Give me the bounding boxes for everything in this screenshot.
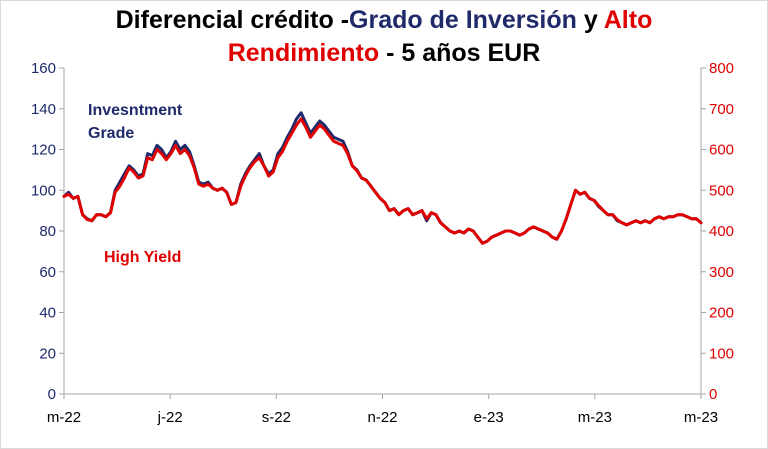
- y-right-tick-label: 600: [709, 142, 734, 159]
- title-part-6: - 5 años EUR: [379, 39, 541, 67]
- y-left-tick-label: 140: [31, 101, 56, 118]
- x-tick-label: e-23: [474, 409, 504, 426]
- x-tick-label: j-22: [157, 409, 183, 426]
- title-line-2: Rendimiento - 5 años EUR: [0, 37, 768, 70]
- y-axis-left-ticks: 0 20 40 60 80 100 120 140 160: [31, 60, 64, 403]
- series-line-high-yield: [62, 117, 703, 245]
- x-tick-label: m-23: [684, 409, 718, 426]
- y-right-tick-label: 400: [709, 223, 734, 240]
- y-right-tick-label: 200: [709, 305, 734, 322]
- y-left-tick-label: 100: [31, 182, 56, 199]
- y-right-tick-label: 300: [709, 264, 734, 281]
- title-part-3: y: [576, 6, 604, 34]
- y-left-tick-label: 20: [39, 345, 56, 362]
- title-part-1: Diferencial crédito -: [115, 6, 350, 34]
- y-right-tick-label: 100: [709, 345, 734, 362]
- x-axis-ticks: m-22 j-22 s-22 n-22 e-23 m-23 m-23: [47, 394, 718, 426]
- x-tick-label: n-22: [367, 409, 397, 426]
- y-right-tick-label: 800: [709, 60, 734, 77]
- y-left-tick-label: 60: [39, 264, 56, 281]
- y-right-tick-label: 500: [709, 182, 734, 199]
- y-axis-right-ticks: 0 100 200 300 400 500 600 700 800: [701, 60, 734, 403]
- series-lines: [62, 111, 703, 245]
- chart-title: Diferencial crédito -Grado de Inversión …: [0, 4, 768, 70]
- x-tick-label: s-22: [262, 409, 291, 426]
- y-left-tick-label: 120: [31, 142, 56, 159]
- y-left-tick-label: 40: [39, 305, 56, 322]
- title-part-ig: Grado de Inversión: [349, 6, 577, 34]
- label-high-yield: High Yield: [104, 249, 181, 266]
- y-right-tick-label: 0: [709, 386, 717, 403]
- y-left-tick-label: 80: [39, 223, 56, 240]
- title-part-rendimiento: Rendimiento: [227, 39, 380, 67]
- x-tick-label: m-22: [47, 409, 81, 426]
- title-part-alto: Alto: [603, 6, 653, 34]
- y-left-tick-label: 0: [48, 386, 56, 403]
- label-investment-grade-line2: Grade: [88, 125, 134, 142]
- series-line-investment-grade: [62, 111, 703, 245]
- y-left-tick-label: 160: [31, 60, 56, 77]
- x-tick-label: m-23: [578, 409, 612, 426]
- title-line-1: Diferencial crédito -Grado de Inversión …: [0, 4, 768, 37]
- y-right-tick-label: 700: [709, 101, 734, 118]
- label-investment-grade-line1: Invesntment: [88, 102, 183, 119]
